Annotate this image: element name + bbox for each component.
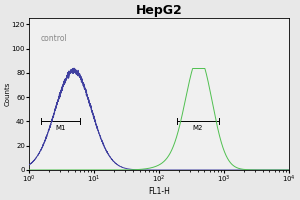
Text: control: control (41, 34, 68, 43)
X-axis label: FL1-H: FL1-H (148, 187, 170, 196)
Title: HepG2: HepG2 (136, 4, 182, 17)
Text: M1: M1 (55, 125, 66, 131)
Y-axis label: Counts: Counts (4, 82, 10, 106)
Text: M2: M2 (193, 125, 203, 131)
